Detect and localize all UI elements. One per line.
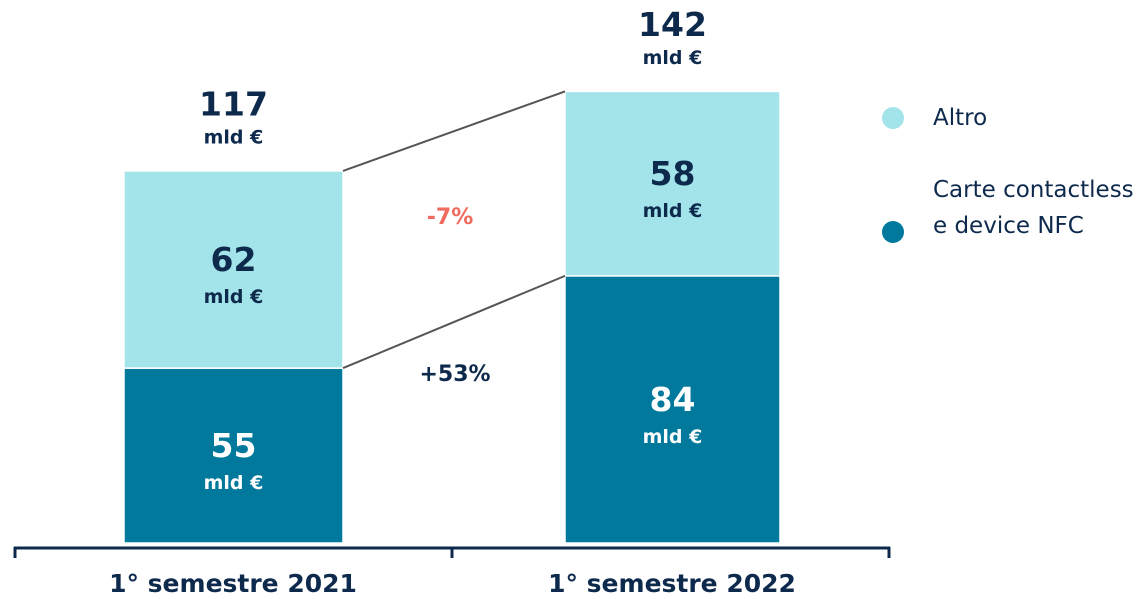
connector [342, 90, 566, 172]
bar-segment [123, 170, 344, 369]
bar-segment [564, 275, 781, 544]
bar-segment [564, 90, 781, 277]
annotation: +53% [419, 362, 490, 387]
data-label: 84 [650, 380, 696, 419]
data-unit: mld € [643, 426, 703, 448]
data-label: 58 [650, 154, 696, 193]
legend-swatch [882, 107, 904, 129]
data-label: 62 [211, 240, 257, 279]
data-unit: mld € [204, 472, 264, 494]
legend-swatch [882, 221, 904, 243]
data-label: 55 [211, 426, 257, 465]
legend-label: Carte contactless e device NFC [933, 177, 1134, 239]
data-unit: mld € [204, 286, 264, 308]
bar-segment [123, 367, 344, 544]
total-unit: mld € [204, 126, 264, 148]
legend-label: Altro [933, 105, 988, 131]
total-unit: mld € [643, 47, 703, 69]
x-tick-label: 1° semestre 2022 [548, 569, 796, 598]
annotation: -7% [427, 205, 473, 230]
total-label: 117 [199, 84, 268, 123]
total-label: 142 [638, 5, 707, 44]
x-tick-label: 1° semestre 2021 [109, 569, 357, 598]
data-unit: mld € [643, 200, 703, 222]
connector [342, 274, 566, 370]
